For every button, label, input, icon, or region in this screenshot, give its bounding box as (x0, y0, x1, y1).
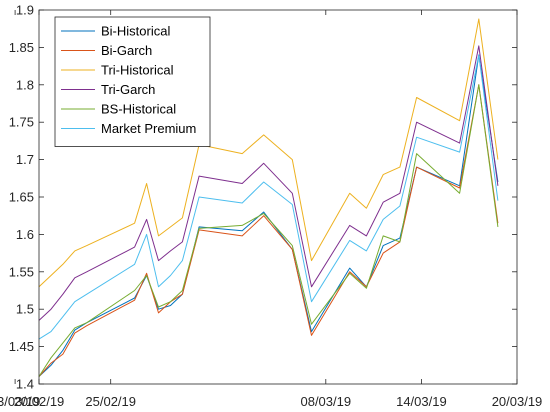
legend-entry-label: Tri-Historical (101, 63, 174, 78)
y-axis: 1.4 1.45 1.5 1.55 1.6 1.65 1.7 1.75 1.8 1.85 1.9 (9, 3, 517, 392)
y-tick-label: 1.4 (16, 377, 34, 392)
series-layer (38, 18, 499, 377)
legend-entry-label: Bi-Garch (101, 43, 152, 58)
y-tick-label: 1.65 (9, 190, 34, 205)
y-tick-label: 1.85 (9, 40, 34, 55)
y-tick-label: 1.45 (9, 339, 34, 354)
x-tick-label: 03/03/19 (0, 394, 40, 409)
series-line-3 (38, 18, 499, 288)
y-tick-label: 1.7 (16, 152, 34, 167)
series-line-4 (38, 45, 499, 321)
series-line-6 (38, 54, 499, 340)
x-tick-label: 20/02/19 (14, 394, 65, 409)
x-tick-label: 08/03/19 (300, 394, 351, 409)
x-axis: 20/02/19 25/02/19 03/03/19 08/03/19 14/03/19… (0, 10, 542, 409)
legend-entry-label: Bi-Historical (101, 24, 170, 39)
legend-entry-label: Tri-Garch (101, 82, 155, 97)
x-tick-label: 25/02/19 (85, 394, 136, 409)
legend-box (54, 16, 211, 147)
legend: Bi-Historical Bi-Garch Tri-Historical Tri-G… (54, 16, 211, 147)
y-tick-label: 1.5 (16, 302, 34, 317)
legend-entry-label: Market Premium (101, 121, 196, 136)
series-line-2 (38, 84, 499, 377)
series-line-5 (38, 84, 499, 377)
y-tick-label: 1.9 (16, 3, 34, 18)
y-tick-label: 1.8 (16, 77, 34, 92)
y-tick-label: 1.55 (9, 264, 34, 279)
x-tick-label: 20/03/19 (492, 394, 543, 409)
y-tick-label: 1.6 (16, 227, 34, 242)
x-tick-label: 14/03/19 (396, 394, 447, 409)
y-tick-label: 1.75 (9, 115, 34, 130)
legend-entry-label: BS-Historical (101, 102, 176, 117)
